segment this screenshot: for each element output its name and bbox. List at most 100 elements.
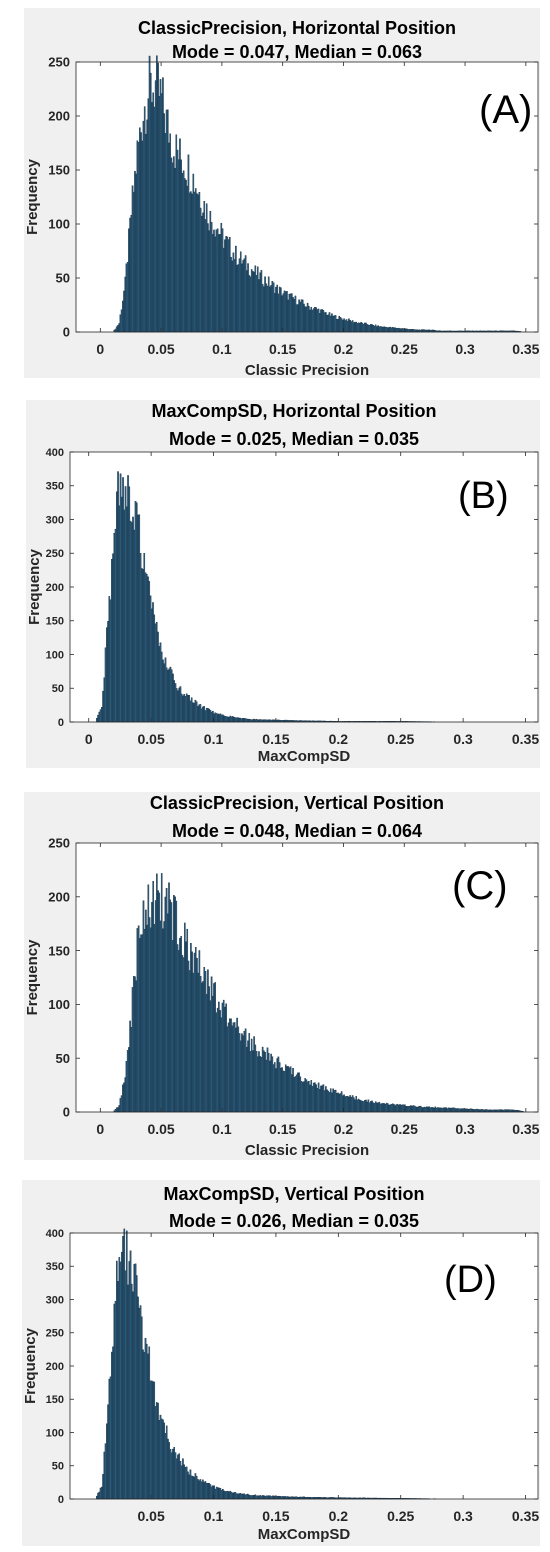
bar — [152, 602, 154, 723]
bar — [222, 1489, 224, 1500]
bar — [133, 1264, 136, 1500]
bar — [149, 72, 152, 333]
bar — [158, 646, 161, 723]
bar — [192, 1476, 194, 1500]
bar — [298, 1072, 300, 1113]
x-axis-label-c: Classic Precision — [245, 1142, 369, 1159]
bar — [470, 1108, 473, 1113]
bar — [214, 712, 217, 723]
bar — [173, 156, 175, 333]
bar — [150, 608, 153, 723]
bar — [444, 1107, 446, 1113]
x-tick-label: 0.3 — [455, 1121, 475, 1137]
bar — [130, 522, 133, 723]
bar — [202, 706, 204, 723]
bar — [195, 701, 198, 723]
bar — [387, 1103, 389, 1113]
bar — [353, 322, 355, 333]
x-tick-label: 0.3 — [453, 731, 473, 747]
bar — [170, 1452, 173, 1500]
bar — [159, 642, 162, 723]
bar — [173, 1447, 176, 1500]
panel-label-d: (D) — [444, 1259, 497, 1301]
bar — [156, 55, 158, 333]
bar — [306, 1081, 309, 1113]
bar — [177, 690, 179, 723]
bar — [273, 292, 276, 333]
bar — [283, 290, 286, 333]
bar — [129, 1250, 132, 1500]
bar — [258, 1495, 260, 1500]
x-tick-label: 0.05 — [137, 731, 164, 747]
bar — [418, 1105, 421, 1113]
bar — [314, 1082, 316, 1113]
bar — [222, 247, 225, 333]
bar — [144, 572, 147, 723]
bar — [387, 327, 389, 333]
bars-d — [96, 1228, 436, 1500]
x-tick-label: 0.35 — [512, 341, 539, 357]
bar — [122, 300, 124, 333]
bar — [97, 1492, 99, 1500]
bar — [126, 262, 129, 333]
bar — [353, 1097, 355, 1113]
bar — [168, 882, 170, 1113]
x-tick-label: 0.05 — [147, 1121, 174, 1137]
x-tick-label: 0 — [96, 341, 104, 357]
bar — [174, 1452, 177, 1500]
bar — [273, 1062, 276, 1113]
bar — [248, 718, 250, 723]
bar — [160, 651, 163, 723]
bar — [357, 1098, 360, 1113]
bar — [162, 77, 164, 333]
bar — [288, 293, 291, 333]
bar — [191, 193, 193, 333]
bar — [199, 207, 202, 333]
bar — [182, 170, 185, 333]
bar — [114, 528, 117, 723]
chart-panel-b: 0 0.05 0.1 0.15 0.2 0.25 0.3 0.35 0 50 100 150 200 25… — [26, 400, 540, 768]
bar — [198, 192, 201, 333]
bar — [106, 1423, 108, 1500]
bar — [311, 1085, 314, 1113]
bar — [111, 1351, 113, 1500]
bar — [106, 627, 108, 723]
bar — [153, 106, 156, 333]
bar — [395, 1104, 398, 1113]
bar — [219, 1010, 221, 1113]
bar — [159, 920, 162, 1113]
y-axis-label-a: Frequency — [24, 158, 41, 235]
bar — [169, 666, 172, 723]
x-tick-label: 0.2 — [334, 341, 354, 357]
bar — [248, 1494, 250, 1500]
bar — [239, 1492, 242, 1500]
bar — [305, 1079, 308, 1113]
bar — [156, 873, 158, 1113]
y-tick-label: 300 — [46, 514, 64, 526]
bar — [109, 599, 112, 723]
bar — [149, 927, 152, 1113]
chart-subtitle-c: Mode = 0.048, Median = 0.064 — [172, 821, 422, 841]
bar — [231, 260, 234, 333]
bar — [195, 1475, 198, 1500]
bar — [143, 106, 146, 333]
bar — [412, 329, 415, 333]
x-tick-label: 0 — [85, 731, 93, 747]
bar — [189, 1469, 192, 1500]
y-tick-label: 350 — [46, 481, 64, 493]
bar — [250, 269, 253, 333]
bar — [383, 326, 385, 333]
x-tick-label: 0.2 — [329, 1508, 349, 1524]
bar — [321, 309, 323, 333]
bar — [374, 1101, 377, 1113]
y-tick-label: 100 — [46, 649, 64, 661]
x-tick-label: 0.25 — [387, 731, 414, 747]
bar — [134, 501, 137, 723]
bar — [244, 255, 247, 333]
bar — [269, 286, 271, 333]
chart-b: 0 0.05 0.1 0.15 0.2 0.25 0.3 0.35 0 50 100 150 200 25… — [26, 401, 539, 765]
bar — [217, 1487, 219, 1500]
bar — [159, 79, 162, 333]
bar — [164, 1433, 167, 1500]
bar — [99, 709, 102, 723]
